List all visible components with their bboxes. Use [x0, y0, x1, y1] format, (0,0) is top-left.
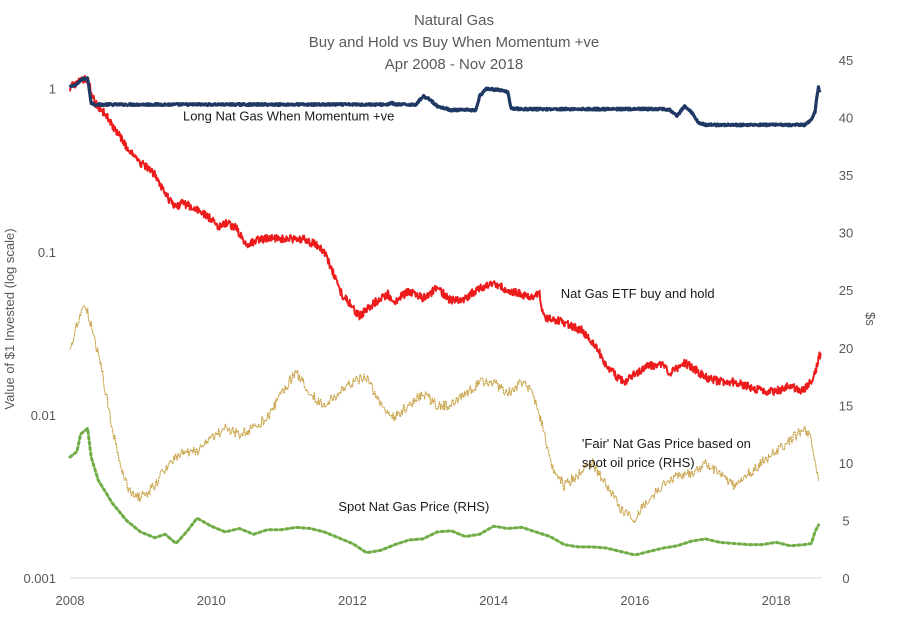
x-tick-label: 2018 [762, 593, 791, 608]
series-annotation: 'Fair' Nat Gas Price based on [582, 436, 751, 451]
y-right-tick-label: 35 [839, 168, 853, 183]
y-axis-right-label: $s [863, 312, 878, 326]
y-left-tick-label: 0.1 [38, 245, 56, 260]
series-line [68, 76, 822, 128]
series-annotations: Long Nat Gas When Momentum +ve Nat Gas ET… [183, 108, 751, 514]
y-right-tick-label: 0 [842, 571, 849, 586]
series-line [69, 305, 820, 523]
chart-title-line: Natural Gas [414, 12, 494, 29]
y-right-tick-label: 5 [842, 513, 849, 528]
x-tick-label: 2008 [56, 593, 85, 608]
y-right-tick-label: 25 [839, 283, 853, 298]
chart-title-line: Buy and Hold vs Buy When Momentum +ve [309, 34, 600, 51]
y-right-tick-label: 40 [839, 111, 853, 126]
y-axis-left-title: Value of $1 Invested (log scale) [2, 228, 17, 409]
y-axis-right-title: $s [863, 312, 878, 326]
series-annotation: Spot Nat Gas Price (RHS) [338, 499, 489, 514]
chart-title: Natural Gas Buy and Hold vs Buy When Mome… [309, 12, 600, 73]
y-right-tick-label: 30 [839, 226, 853, 241]
series-annotation: Long Nat Gas When Momentum +ve [183, 108, 394, 123]
y-left-tick-label: 0.01 [31, 408, 56, 423]
x-tick-label: 2016 [620, 593, 649, 608]
series-line [68, 426, 820, 557]
axes: 2008 2010 2012 2014 2016 20180.0010.010.11051… [23, 53, 853, 608]
y-left-tick-label: 1 [49, 82, 56, 97]
y-left-tick-label: 0.001 [23, 571, 56, 586]
series-annotation: Nat Gas ETF buy and hold [561, 286, 715, 301]
series-annotation: spot oil price (RHS) [582, 455, 695, 470]
y-right-tick-label: 10 [839, 456, 853, 471]
series-line [69, 74, 822, 396]
y-right-tick-label: 45 [839, 53, 853, 68]
y-right-tick-label: 15 [839, 398, 853, 413]
y-right-tick-label: 20 [839, 341, 853, 356]
x-tick-label: 2012 [338, 593, 367, 608]
y-axis-left-label: Value of $1 Invested (log scale) [2, 228, 17, 409]
chart-title-line: Apr 2008 - Nov 2018 [385, 56, 523, 73]
x-tick-label: 2014 [479, 593, 508, 608]
x-tick-label: 2010 [197, 593, 226, 608]
series-lines [68, 74, 822, 557]
